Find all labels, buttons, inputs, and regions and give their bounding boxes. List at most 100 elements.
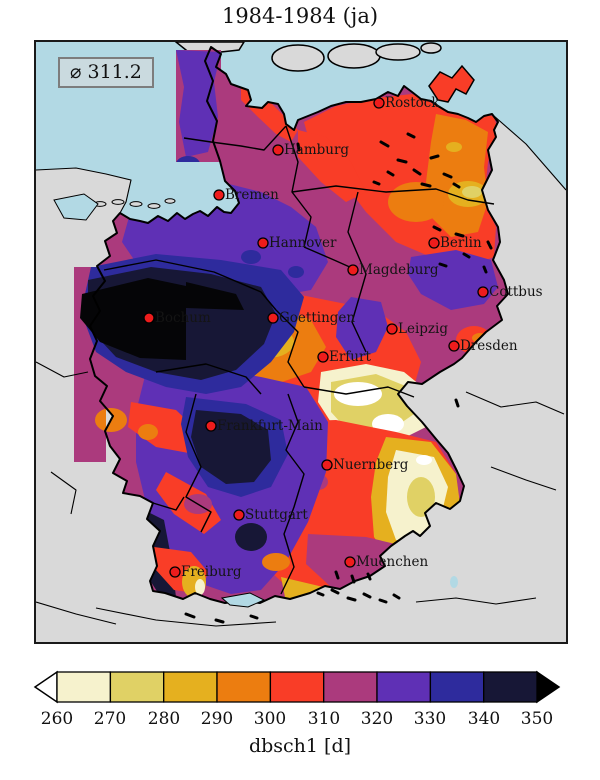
colorbar-segment bbox=[216, 671, 272, 703]
colorbar-segment bbox=[323, 671, 378, 703]
city-marker-cottbus: Cottbus bbox=[477, 284, 543, 300]
contour-region bbox=[241, 250, 261, 264]
city-label: Bochum bbox=[155, 310, 211, 326]
contour-region bbox=[128, 402, 201, 454]
city-dot bbox=[317, 351, 329, 363]
city-label: Hamburg bbox=[284, 142, 349, 158]
city-marker-leipzig: Leipzig bbox=[386, 321, 448, 337]
city-marker-magdeburg: Magdeburg bbox=[347, 262, 439, 278]
island bbox=[271, 44, 325, 72]
city-dot bbox=[233, 509, 245, 521]
city-dot bbox=[448, 340, 460, 352]
contour-region bbox=[416, 455, 432, 465]
contour-region bbox=[288, 266, 304, 278]
colorbar-segment bbox=[376, 671, 432, 703]
contour-region-max bbox=[80, 278, 186, 360]
city-label: Hannover bbox=[269, 235, 337, 251]
contour-region bbox=[195, 579, 205, 595]
city-label: Freiburg bbox=[181, 564, 242, 580]
colorbar: 260 270 280 290 300 310 320 330 340 350 … bbox=[33, 670, 561, 757]
contour-region bbox=[235, 523, 267, 551]
contour-region bbox=[388, 182, 444, 222]
contour-region bbox=[446, 142, 462, 152]
map-canvas: Rostock Hamburg Bremen Hannover Berlin bbox=[36, 42, 566, 642]
contour-region-max bbox=[186, 282, 244, 310]
city-dot bbox=[428, 237, 440, 249]
tick-label: 280 bbox=[148, 709, 180, 729]
contour-region-min bbox=[334, 382, 382, 406]
city-label: Goettingen bbox=[279, 310, 355, 326]
island bbox=[327, 43, 381, 69]
city-marker-bremen: Bremen bbox=[213, 187, 279, 203]
denmark-land bbox=[174, 42, 442, 72]
lake-dashes bbox=[184, 132, 493, 624]
colorbar-segment bbox=[483, 671, 538, 703]
state-borders bbox=[103, 125, 495, 595]
city-dot bbox=[386, 323, 398, 335]
city-dot bbox=[205, 420, 217, 432]
contour-region bbox=[426, 114, 488, 237]
lake bbox=[450, 576, 458, 588]
mean-value-badge: ⌀ 311.2 bbox=[58, 57, 154, 88]
outer-land bbox=[36, 116, 566, 642]
city-dot bbox=[213, 189, 225, 201]
contour-region bbox=[407, 477, 435, 517]
colorbar-segment bbox=[429, 671, 485, 703]
city-label: Stuttgart bbox=[245, 507, 308, 523]
colorbar-over-arrow bbox=[536, 670, 561, 704]
tick-label: 330 bbox=[414, 709, 446, 729]
city-marker-bochum: Bochum bbox=[143, 310, 211, 326]
city-marker-rostock: Rostock bbox=[373, 95, 440, 111]
tick-label: 290 bbox=[201, 709, 233, 729]
city-marker-dresden: Dresden bbox=[448, 338, 518, 354]
city-label: Frankfurt-Main bbox=[217, 418, 323, 434]
city-marker-hamburg: Hamburg bbox=[272, 142, 349, 158]
city-label: Leipzig bbox=[398, 321, 448, 337]
contour-region bbox=[262, 553, 290, 571]
city-label: Dresden bbox=[460, 338, 518, 354]
city-label: Bremen bbox=[225, 187, 279, 203]
city-label: Berlin bbox=[440, 235, 482, 251]
city-dot bbox=[344, 556, 356, 568]
foreign-borders bbox=[36, 115, 566, 627]
city-marker-freiburg: Freiburg bbox=[169, 564, 242, 580]
contour-region bbox=[408, 250, 498, 310]
contour-region bbox=[138, 424, 158, 440]
city-marker-erfurt: Erfurt bbox=[317, 349, 371, 365]
city-dot bbox=[143, 312, 155, 324]
city-dot bbox=[267, 312, 279, 324]
tick-label: 260 bbox=[41, 709, 73, 729]
tick-label: 350 bbox=[521, 709, 553, 729]
island bbox=[420, 42, 442, 54]
colorbar-segment bbox=[269, 671, 325, 703]
city-label: Magdeburg bbox=[359, 262, 439, 278]
city-label: Cottbus bbox=[489, 284, 543, 300]
lake-constance bbox=[220, 592, 266, 608]
lakes bbox=[53, 193, 458, 608]
city-marker-hannover: Hannover bbox=[257, 235, 337, 251]
city-marker-muenchen: Muenchen bbox=[344, 554, 428, 570]
island bbox=[375, 43, 421, 61]
colorbar-axis-label: dbsch1 [d] bbox=[249, 735, 351, 757]
tick-label: 310 bbox=[308, 709, 340, 729]
tick-label: 300 bbox=[254, 709, 286, 729]
map-frame: ⌀ 311.2 bbox=[34, 40, 568, 644]
city-dot bbox=[477, 286, 489, 298]
city-dot bbox=[321, 459, 333, 471]
colorbar-segment bbox=[109, 671, 165, 703]
lake-ijsselmeer bbox=[53, 193, 99, 221]
figure-title: 1984-1984 (ja) bbox=[221, 4, 379, 28]
colorbar-segment bbox=[163, 671, 218, 703]
city-dot bbox=[257, 237, 269, 249]
contour-region bbox=[176, 50, 221, 157]
city-dot bbox=[347, 264, 359, 276]
tick-label: 320 bbox=[361, 709, 393, 729]
ruegen-island bbox=[428, 64, 475, 103]
contour-region bbox=[462, 186, 482, 198]
city-marker-goettingen: Goettingen bbox=[267, 310, 355, 326]
colorbar-segments bbox=[56, 671, 538, 703]
city-label: Rostock bbox=[385, 95, 440, 111]
city-label: Erfurt bbox=[329, 349, 371, 365]
colorbar-segment bbox=[56, 671, 112, 703]
